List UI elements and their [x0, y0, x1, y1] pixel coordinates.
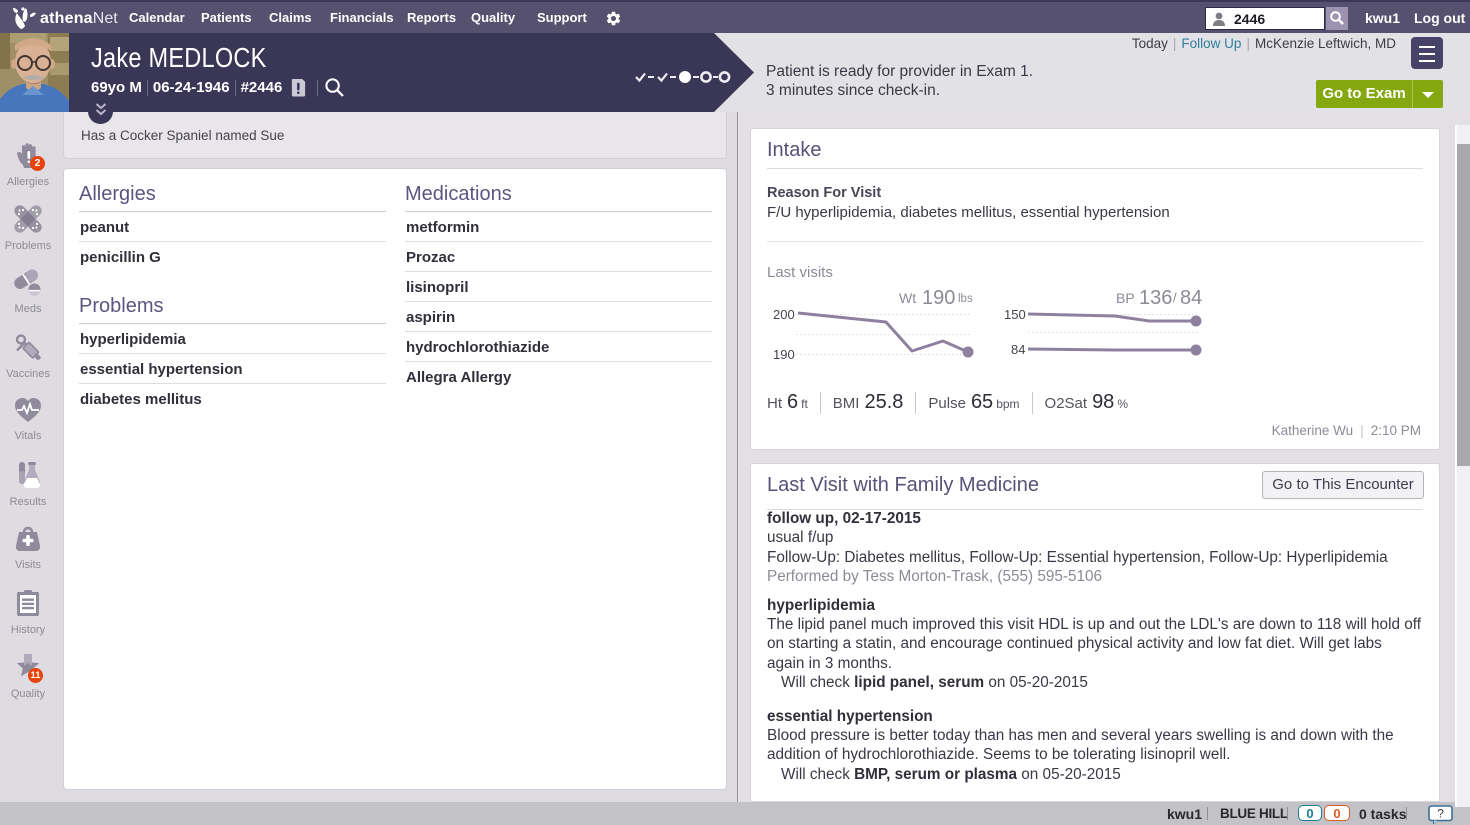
svg-text:136: 136 — [1139, 287, 1172, 309]
svg-text:lbs: lbs — [958, 293, 973, 305]
svg-text:190: 190 — [773, 347, 795, 362]
svg-text:BP: BP — [1116, 290, 1135, 306]
svg-text:190: 190 — [922, 287, 955, 309]
svg-text:84: 84 — [1011, 342, 1025, 357]
svg-text:150: 150 — [1004, 307, 1026, 322]
svg-text:200: 200 — [773, 307, 795, 322]
svg-text:/: / — [1173, 290, 1177, 305]
svg-text:Wt: Wt — [899, 290, 916, 306]
svg-text:?: ? — [1437, 807, 1444, 821]
svg-text:84: 84 — [1180, 287, 1202, 309]
